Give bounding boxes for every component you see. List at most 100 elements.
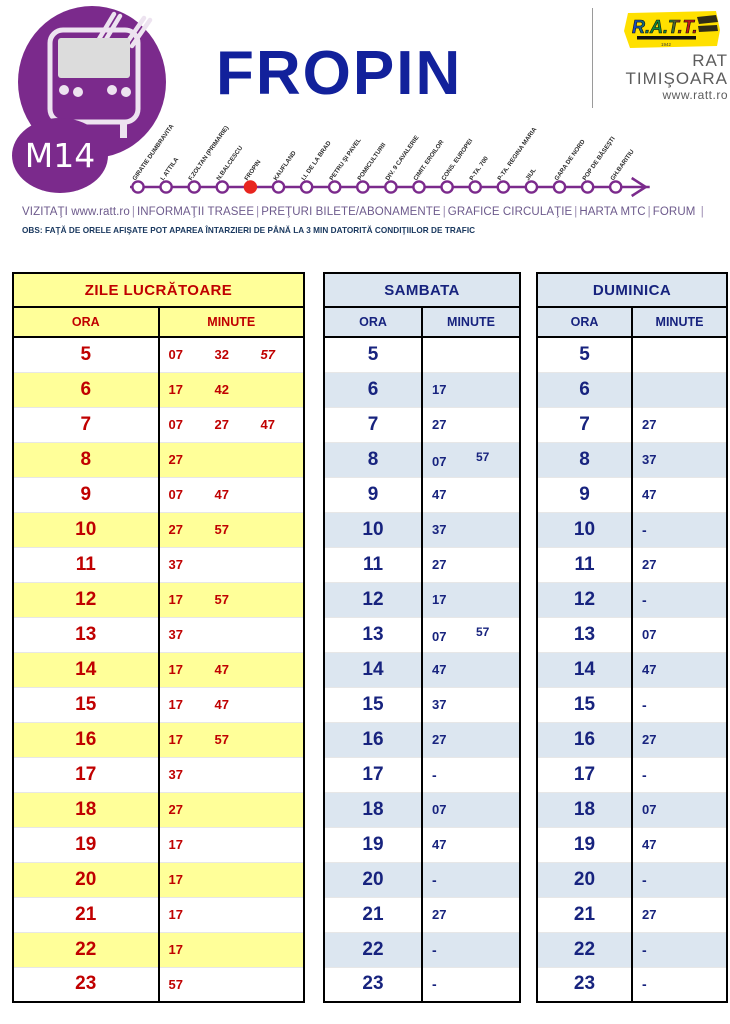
minutes-cell: 47 [422,652,520,688]
departure-minute: 37 [432,697,447,712]
operator-name-line1: RAT [692,51,728,70]
departure-minute: 57 [214,592,229,607]
hour-cell: 12 [324,582,423,618]
hour-cell: 21 [537,897,633,933]
hour-cell: 10 [324,512,423,548]
table-row: 14 17 47 [13,652,304,688]
table-title-row: DUMINICA [537,273,727,308]
table-row: 18 07 [537,792,727,828]
route-stop-dot [580,180,595,194]
nav-link[interactable]: FORUM [652,206,696,218]
table-row: 21 27 [537,897,727,933]
table-row: 17 37 [13,757,304,793]
table-row: 5 07 32 57 [13,337,304,373]
minutes-cell: - [632,932,727,968]
footer-nav-links[interactable]: VIZITAŢI www.ratt.ro | INFORMAŢII TRASEE | P… [22,206,706,218]
route-stop-dot [384,180,398,194]
table-row: 6 17 42 [13,372,304,408]
hour-cell: 16 [537,722,633,758]
departure-minute: 27 [642,557,657,572]
minutes-cell: 07 [632,617,727,653]
route-stop-dot [187,180,201,194]
table-row: 19 47 [537,827,727,863]
hour-cell: 20 [537,862,633,898]
minutes-cell: 27 [422,722,520,758]
minutes-cell: 07 57 [422,617,520,653]
minutes-cell: 47 [632,652,727,688]
hour-cell: 19 [13,827,160,863]
operator-name-line2: TIMIŞOARA [625,69,728,89]
hour-cell: 5 [324,337,423,373]
minutes-cell: 27 [632,407,727,443]
departure-minute: - [432,941,437,958]
hour-cell: 19 [324,827,423,863]
minutes-cell: 37 [158,547,304,583]
hour-cell: 9 [13,477,160,513]
minutes-cell: - [632,582,727,618]
column-header-minutes: MINUTE [422,307,520,338]
minutes-cell: - [422,862,520,898]
hour-cell: 13 [13,617,160,653]
route-stop-dot [552,180,567,194]
nav-link[interactable]: HARTA MTC [579,206,646,218]
departure-minute: 07 [642,802,657,817]
departure-minute: 47 [214,487,229,502]
table-title: DUMINICA [537,273,727,308]
hour-cell: 13 [537,617,633,653]
departure-minute: 57 [168,976,183,992]
nav-link[interactable]: GRAFICE CIRCULAŢIE [447,206,573,218]
hour-cell: 20 [324,862,423,898]
departure-minute: 17 [168,942,183,957]
table-row: 14 47 [324,652,520,688]
table-row: 12 17 [324,582,520,618]
minutes-cell: 47 [422,827,520,863]
nav-link[interactable]: INFORMAŢII TRASEE [136,206,255,218]
minutes-cell: 47 [632,827,727,863]
route-stop-dot [468,180,483,194]
minutes-cell: 27 [632,722,727,758]
minutes-cell: 27 [422,547,520,583]
departure-minute: - [432,871,437,888]
departure-minute: 47 [432,837,447,852]
table-header-row: ORA MINUTE [13,307,304,338]
departure-minute: 47 [642,837,657,852]
table-row: 16 27 [324,722,520,758]
route-stop-dot [327,180,342,194]
minutes-cell: 27 [158,792,304,828]
table-row: 19 17 [13,827,304,863]
minutes-cell: - [632,862,727,898]
table-title-row: ZILE LUCRĂTOARE [13,273,304,308]
departure-minute: 37 [168,767,183,782]
hour-cell: 6 [324,372,423,408]
route-line-svg [130,176,650,198]
table-row: 23 57 [13,967,304,1003]
departure-minute: 27 [432,557,447,572]
departure-minute: 47 [642,487,657,502]
nav-separator: | [256,206,260,218]
nav-link[interactable]: PREŢURI BILETE/ABONAMENTE [261,206,441,218]
departure-minute: 17 [168,732,183,747]
nav-separator: | [574,206,578,218]
hour-cell: 13 [324,617,423,653]
departure-minute: 37 [642,452,657,467]
hour-cell: 15 [13,687,160,723]
table-row: 6 [537,372,727,408]
table-row: 18 07 [324,792,520,828]
departure-minute: - [432,976,437,993]
table-row: 23 - [324,967,520,1003]
table-row: 9 47 [537,477,727,513]
minutes-cell: - [422,967,520,1003]
schedule-tables: ZILE LUCRĂTOARE ORA MINUTE 5 07 32 57 6 17… [0,272,730,1020]
line-number-label: M14 [24,136,96,175]
departure-minute: 57 [476,625,490,639]
table-row: 9 07 47 [13,477,304,513]
route-stop-dot [243,180,258,194]
minutes-cell: 17 [158,862,304,898]
saturday-schedule-table: SAMBATA ORA MINUTE 5 6 17 7 27 [323,272,521,1003]
departure-minute: 07 [168,417,183,432]
minutes-cell: 37 [632,442,727,478]
route-stop-dot [215,180,230,194]
table-row: 15 - [537,687,727,723]
departure-minute: 27 [432,732,447,747]
